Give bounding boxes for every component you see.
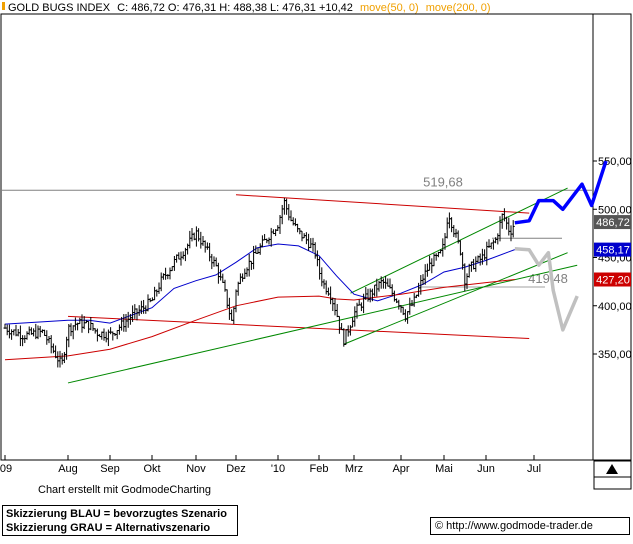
scenario-blue-path <box>514 160 608 225</box>
x-tick-label: Nov <box>186 463 206 475</box>
svg-text:GOLD BUGS INDEX C: 486,7: GOLD BUGS INDEX C: 486,72 O: 476,31 H: 4… <box>8 2 491 14</box>
scenario-legend: Skizzierung BLAU = bevorzugtes Szenario … <box>2 505 238 536</box>
x-tick-label: Jun <box>477 463 495 475</box>
price-bar <box>511 220 515 238</box>
ma50-badge: 458,17 <box>594 242 631 257</box>
x-tick-label: Sep <box>100 463 120 475</box>
ma200-label: move(200, 0) <box>426 2 491 14</box>
ma200-line <box>4 279 515 361</box>
x-tick-label: Aug <box>58 463 78 475</box>
scroll-thumb[interactable] <box>593 476 632 490</box>
y-tick-label: 350,00 <box>598 349 632 361</box>
legend-blue: Skizzierung BLAU = bevorzugtes Szenario <box>6 508 227 520</box>
y-axis-panel <box>592 13 632 461</box>
x-tick-label: Mrz <box>345 463 363 475</box>
trend-green-upper <box>350 187 568 294</box>
scenario-grey-path <box>514 247 579 332</box>
website-link[interactable]: © http://www.godmode-trader.de <box>430 517 630 535</box>
chart-tool-icon[interactable] <box>606 464 618 474</box>
trend-green-middle <box>343 252 568 345</box>
chart-credit: Chart erstellt mit GodmodeCharting <box>38 484 212 496</box>
svg-text:427,20: 427,20 <box>596 275 630 287</box>
level-label: 519,68 <box>423 174 463 189</box>
ma200-badge: 427,20 <box>594 272 631 287</box>
x-tick-label: Apr <box>392 463 409 475</box>
svg-text:458,17: 458,17 <box>596 245 630 257</box>
x-tick-label: Jul <box>527 463 541 475</box>
y-tick-label: 500,00 <box>598 204 632 216</box>
quote-line: C: 486,72 O: 476,31 H: 488,38 L: 476,31 … <box>117 2 353 14</box>
x-tick-label: '10 <box>271 463 285 475</box>
trend-green-lower <box>67 264 578 384</box>
x-tick-label: Okt <box>143 463 160 475</box>
legend-grey: Skizzierung GRAU = Alternativszenario <box>6 522 211 534</box>
close-badge: 486,72 <box>594 215 631 230</box>
header-marker <box>2 2 5 10</box>
svg-text:486,72: 486,72 <box>596 217 630 229</box>
x-tick-label: '09 <box>0 463 12 475</box>
level-label: 419,48 <box>528 271 568 286</box>
x-tick-label: Feb <box>310 463 329 475</box>
x-tick-label: Dez <box>226 463 246 475</box>
channel-red-lower <box>67 315 530 340</box>
x-tick-label: Mai <box>435 463 453 475</box>
index-name: GOLD BUGS INDEX <box>8 2 111 14</box>
ma50-label: move(50, 0) <box>360 2 419 14</box>
y-tick-label: 400,00 <box>598 301 632 313</box>
